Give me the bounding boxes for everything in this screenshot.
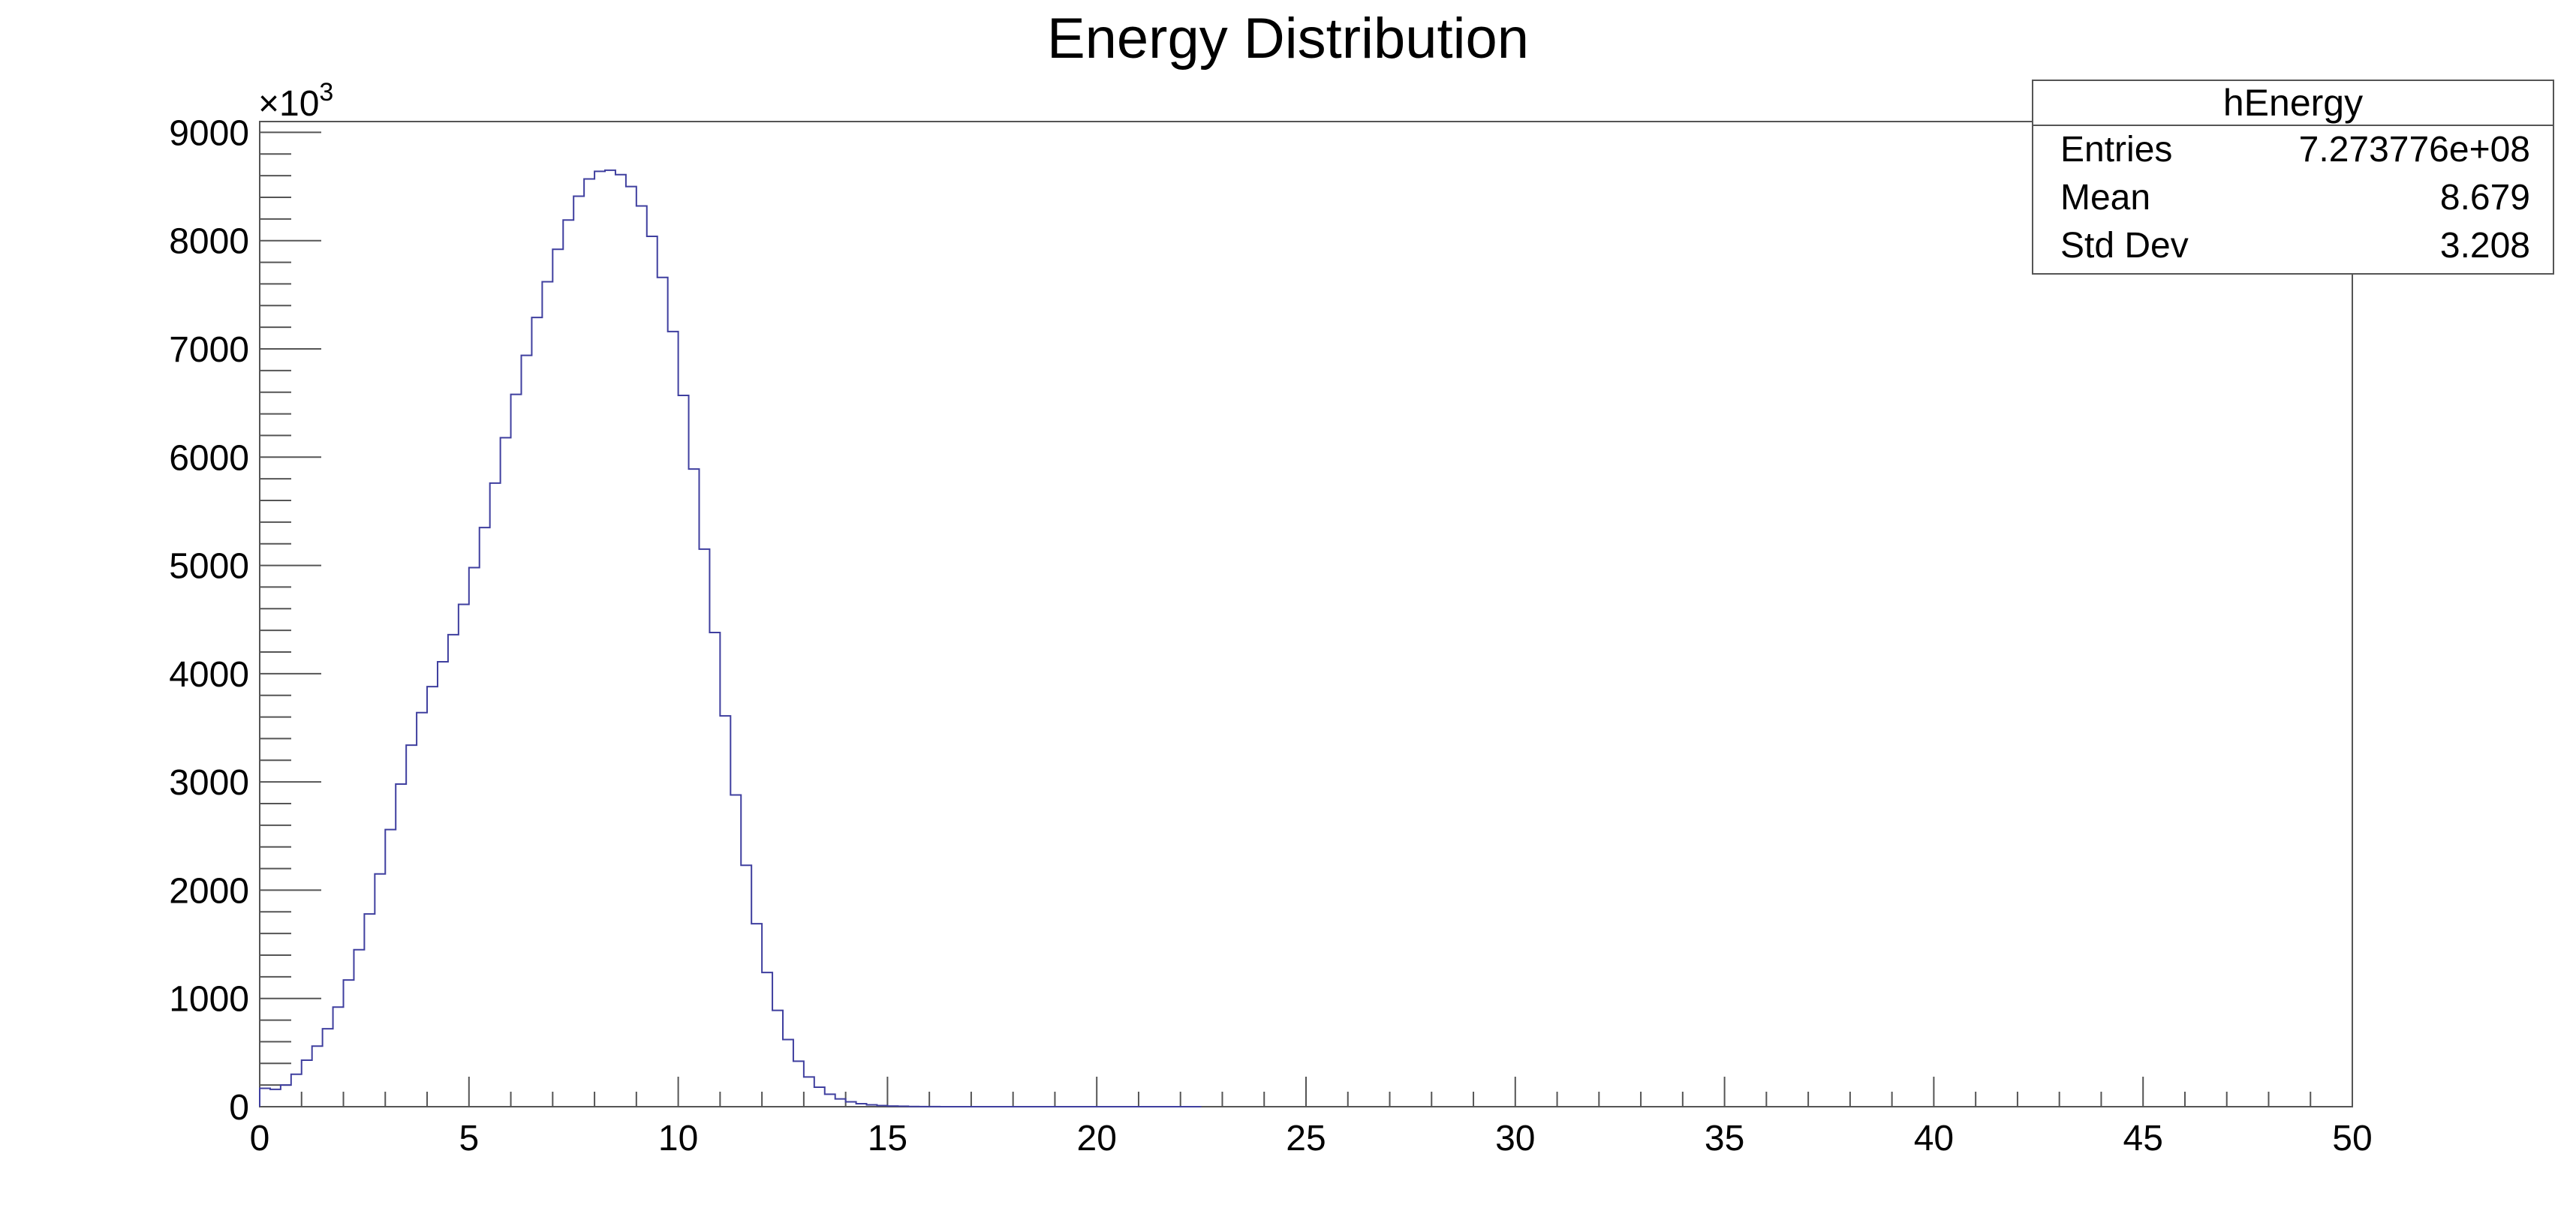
y-tick-label: 2000 (169, 871, 249, 911)
x-tick-label: 50 (2332, 1119, 2372, 1158)
stats-value: 7.273776e+08 (2298, 130, 2530, 170)
x-tick-label: 45 (2123, 1119, 2163, 1158)
stats-box: hEnergy Entries 7.273776e+08 Mean 8.679 … (2032, 80, 2554, 275)
stats-value: 8.679 (2439, 178, 2530, 218)
stats-row-mean: Mean 8.679 (2033, 174, 2553, 222)
x-tick-label: 20 (1077, 1119, 1117, 1158)
stats-value: 3.208 (2439, 226, 2530, 266)
stats-row-entries: Entries 7.273776e+08 (2033, 126, 2553, 174)
x-tick-label: 30 (1495, 1119, 1535, 1158)
y-tick-label: 7000 (169, 330, 249, 370)
y-tick-label: 8000 (169, 222, 249, 262)
y-tick-label: 4000 (169, 655, 249, 695)
chart-title: Energy Distribution (1046, 7, 1530, 71)
y-axis-multiplier: ×103 (258, 78, 333, 124)
stats-title: hEnergy (2033, 81, 2553, 126)
y-tick-label: 9000 (169, 113, 249, 153)
histogram-series (259, 169, 1202, 1107)
x-tick-label: 15 (868, 1119, 907, 1158)
stats-row-std-dev: Std Dev 3.208 (2033, 222, 2553, 270)
y-tick-label: 1000 (169, 980, 249, 1020)
x-tick-label: 5 (459, 1119, 479, 1158)
x-tick-label: 25 (1286, 1119, 1326, 1158)
x-tick-label: 0 (250, 1119, 270, 1158)
stats-label: Std Dev (2060, 226, 2189, 266)
x-tick-label: 35 (1705, 1119, 1744, 1158)
y-tick-label: 0 (229, 1088, 249, 1128)
y-tick-label: 3000 (169, 763, 249, 803)
y-tick-label: 5000 (169, 547, 249, 587)
y-tick-label: 6000 (169, 438, 249, 478)
x-tick-label: 10 (658, 1119, 698, 1158)
x-tick-label: 40 (1914, 1119, 1954, 1158)
stats-label: Mean (2060, 178, 2151, 218)
stats-label: Entries (2060, 130, 2173, 170)
